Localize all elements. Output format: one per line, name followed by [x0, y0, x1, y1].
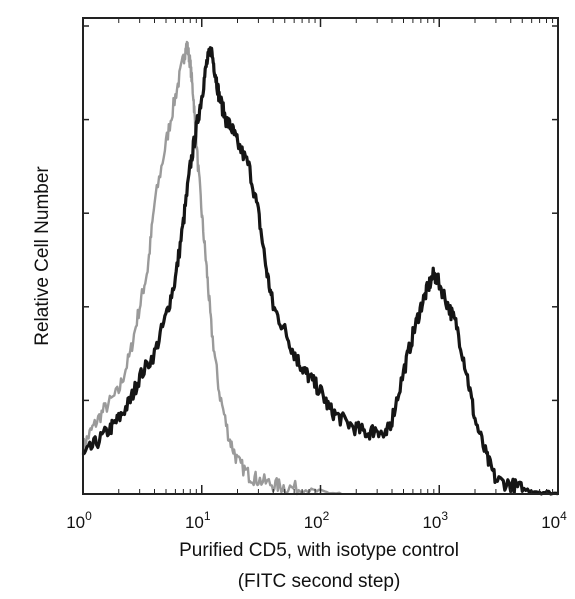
- plot-area: [81, 40, 559, 496]
- x-tick-label: 104: [541, 509, 567, 532]
- y-axis-label: Relative Cell Number: [32, 166, 53, 346]
- x-tick-label: 100: [66, 509, 92, 532]
- plot-frame: [82, 17, 559, 495]
- x-tick-labels: 100 101 102 103 104: [66, 509, 567, 532]
- x-tick-label: 103: [422, 509, 448, 532]
- x-axis-label-line2: (FITC second step): [238, 571, 401, 592]
- isotype-control-curve: [81, 40, 342, 496]
- cd5-stained-curve: [82, 46, 559, 496]
- axis-ticks: [82, 18, 559, 494]
- x-tick-label: 101: [185, 509, 211, 532]
- x-tick-label: 102: [304, 509, 330, 532]
- x-axis-label-line1: Purified CD5, with isotype control: [179, 540, 459, 561]
